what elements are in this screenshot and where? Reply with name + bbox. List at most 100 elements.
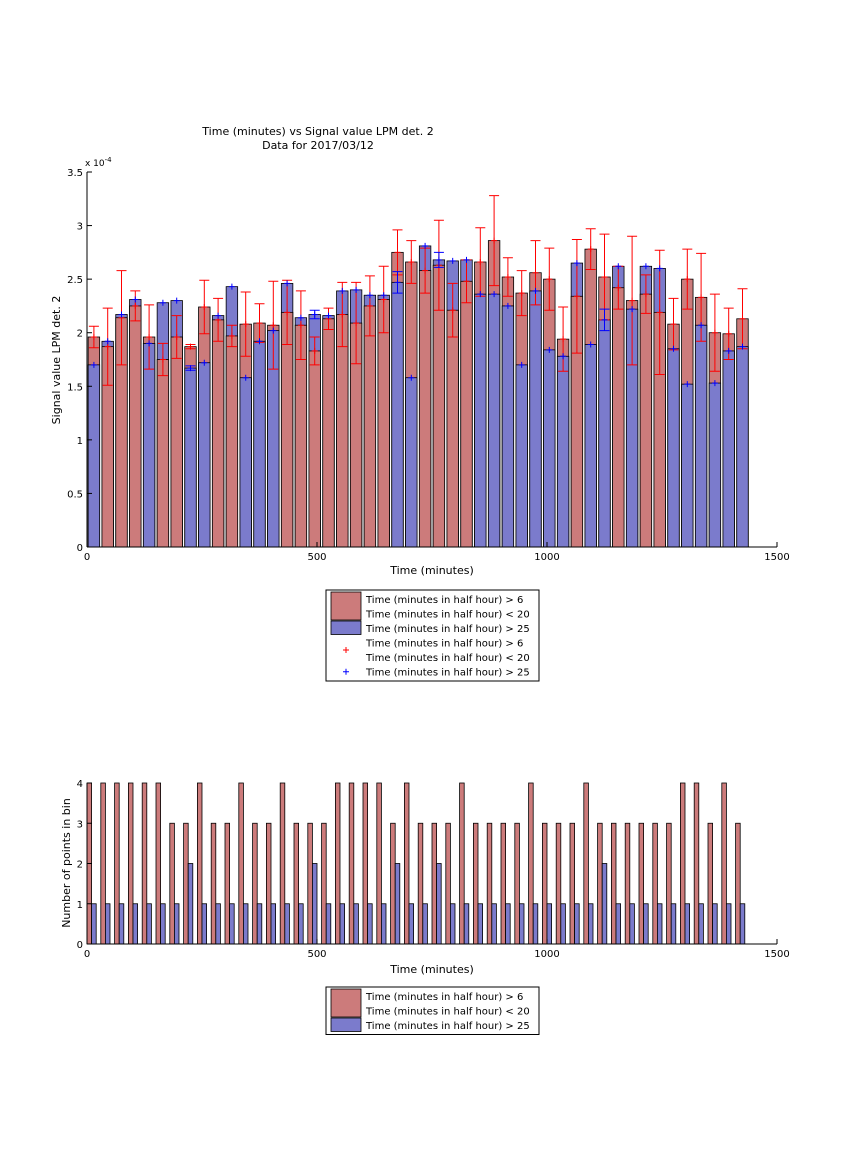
blue-point — [380, 292, 387, 299]
blue-count-bar — [256, 903, 263, 945]
blue-bar — [474, 293, 487, 548]
blue-bar — [556, 355, 570, 548]
legend-label: Time (minutes in half hour) < 20 — [365, 610, 530, 621]
red-point — [629, 297, 636, 304]
blue-bar — [543, 349, 556, 548]
red-count-bar — [100, 782, 106, 945]
red-count-bar — [265, 822, 272, 945]
blue-count-bar — [615, 903, 621, 945]
legend-label: Time (minutes in half hour) < 20 — [365, 653, 530, 664]
blue-point — [560, 353, 567, 360]
blue-bar — [391, 281, 404, 548]
blue-point — [573, 260, 580, 267]
blue-count-bar — [408, 903, 414, 945]
red-count-bar — [403, 782, 410, 945]
red-count-bar — [196, 782, 203, 945]
top-legend: Time (minutes in half hour) > 6 Time (min… — [325, 589, 540, 682]
red-point — [642, 291, 649, 298]
blue-count-bar — [684, 903, 690, 945]
blue-bar — [253, 340, 266, 548]
x-tick-label: 1500 — [764, 552, 789, 563]
blue-bar — [501, 305, 515, 548]
count-chart: 0 500 1000 1500 0 1 2 3 4 Time (minutes) Number … — [60, 779, 790, 1035]
blue-count-bar — [201, 903, 207, 945]
red-count-bar — [252, 822, 258, 945]
red-count-bar — [693, 782, 700, 945]
blue-count-bar — [215, 903, 221, 945]
x-tick-label: 1000 — [534, 552, 559, 563]
blue-bar — [584, 344, 597, 548]
legend-marker — [343, 668, 349, 675]
red-point — [228, 332, 235, 339]
red-count-bar — [321, 822, 327, 945]
blue-point — [228, 283, 235, 290]
legend-label: Time (minutes in half hour) > 25 — [365, 624, 530, 635]
x-tick-label: 500 — [307, 949, 326, 960]
bottom-bars — [86, 782, 746, 945]
y-tick-label: 0 — [77, 543, 83, 554]
red-bar — [612, 287, 625, 548]
blue-point — [353, 286, 360, 293]
blue-count-bar — [367, 903, 373, 945]
legend-label: Time (minutes in half hour) > 6 — [365, 639, 523, 650]
blue-point — [339, 287, 346, 294]
red-count-bar — [141, 782, 148, 945]
blue-point — [684, 381, 691, 388]
blue-point — [463, 256, 470, 263]
blue-count-bar — [601, 863, 608, 945]
blue-bar — [681, 383, 694, 548]
blue-bar — [708, 382, 722, 548]
blue-point — [642, 263, 649, 270]
y-tick-label: 0 — [77, 940, 83, 951]
red-point — [449, 307, 456, 314]
red-point — [463, 278, 470, 285]
y-tick-label: 1.5 — [67, 382, 83, 393]
blue-bar — [87, 364, 101, 548]
red-point — [408, 259, 415, 265]
blue-bar — [184, 367, 197, 548]
red-point — [518, 290, 525, 297]
blue-count-bar — [463, 903, 470, 945]
y-exponent-label: x 10-4 — [85, 156, 112, 169]
y-tick-label: 4 — [77, 779, 83, 790]
chart-title: Time (minutes) vs Signal value LPM det. … — [201, 125, 433, 138]
red-count-bar — [183, 822, 189, 945]
blue-point — [725, 347, 732, 354]
blue-bar — [529, 290, 542, 548]
blue-count-bar — [712, 903, 718, 945]
blue-point — [739, 343, 746, 350]
blue-point — [256, 338, 263, 345]
blue-count-bar — [325, 903, 332, 945]
red-point — [670, 321, 677, 328]
red-count-bar — [486, 822, 493, 945]
red-point — [601, 274, 608, 280]
red-count-bar — [611, 822, 617, 945]
red-point — [339, 311, 346, 318]
blue-point — [132, 296, 139, 303]
y-tick-label: 2 — [77, 329, 83, 340]
red-count-bar — [528, 782, 534, 945]
legend-label: Time (minutes in half hour) > 6 — [365, 992, 523, 1003]
red-count-bar — [334, 782, 341, 945]
x-tick-label: 1500 — [764, 949, 789, 960]
blue-point — [201, 359, 208, 366]
red-bar — [211, 319, 225, 548]
blue-count-bar — [629, 903, 635, 945]
blue-point — [670, 345, 677, 352]
blue-count-bar — [160, 903, 166, 945]
blue-bar — [736, 346, 749, 548]
top-error-bars — [88, 195, 748, 388]
red-count-bar — [307, 822, 313, 945]
red-point — [684, 276, 691, 283]
red-count-bar — [224, 822, 230, 945]
red-count-bar — [721, 782, 727, 945]
red-point — [477, 259, 484, 265]
red-count-bar — [348, 782, 355, 945]
blue-count-bar — [284, 903, 290, 945]
red-point — [656, 309, 663, 316]
red-point — [297, 322, 304, 329]
legend-box — [325, 986, 540, 1035]
blue-bar — [598, 319, 611, 548]
red-count-bar — [210, 822, 217, 945]
red-count-bar — [500, 822, 506, 945]
